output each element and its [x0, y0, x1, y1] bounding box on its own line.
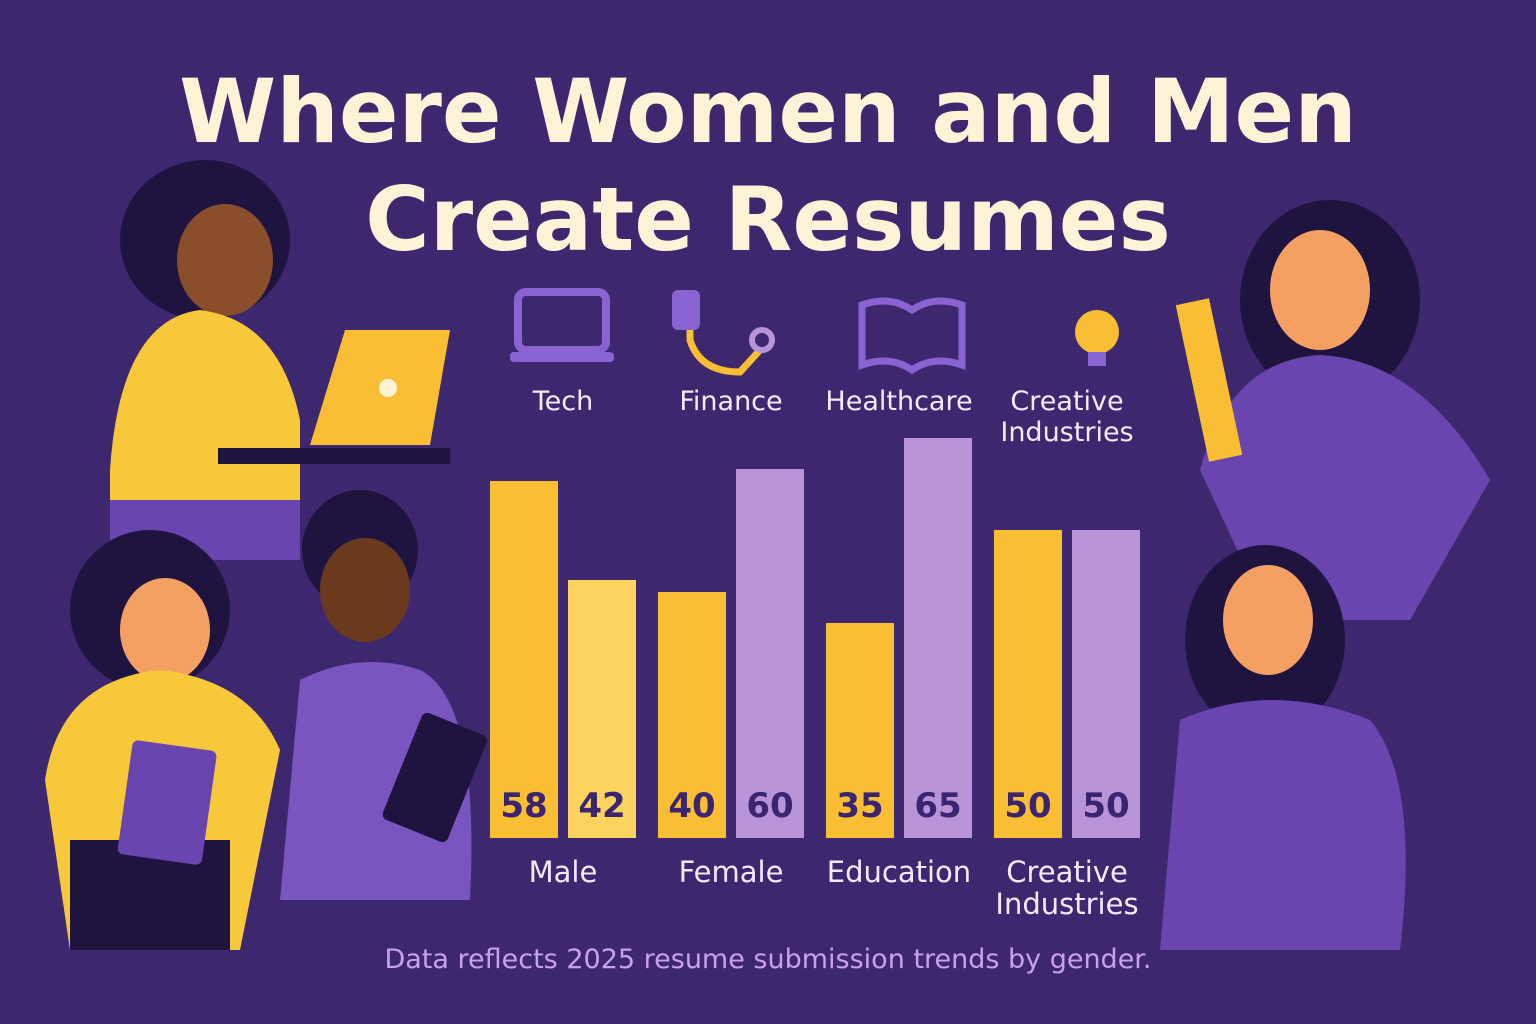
bar — [490, 481, 558, 838]
shirt — [110, 310, 300, 500]
bar — [994, 530, 1062, 838]
pants — [70, 840, 230, 950]
finance-icon-top — [672, 290, 700, 330]
value-label: 50 — [1004, 786, 1052, 826]
value-label: 40 — [668, 786, 716, 826]
value-label: 35 — [836, 786, 884, 826]
pencil — [1175, 298, 1243, 462]
face — [177, 204, 273, 316]
value-label: 65 — [914, 786, 962, 826]
desk — [218, 448, 450, 464]
x-tick-label: Creative Industries — [995, 855, 1139, 921]
icon-label: Finance — [679, 386, 783, 417]
caption: Data reflects 2025 resume submission tre… — [384, 944, 1152, 975]
bar — [568, 579, 636, 838]
tech-icon-base — [510, 352, 614, 362]
clipboard — [382, 712, 487, 843]
x-tick-label: Female — [678, 855, 784, 889]
finance-icon — [686, 300, 763, 376]
value-label: 58 — [500, 786, 548, 826]
shirt — [1160, 700, 1406, 950]
bar — [736, 468, 804, 838]
creative-icon — [1075, 310, 1119, 354]
laptop-logo — [379, 379, 397, 397]
tablet — [117, 740, 217, 865]
x-tick-label: Education — [826, 855, 972, 889]
creative-icon-base — [1088, 352, 1106, 366]
healthcare-icon — [858, 297, 966, 375]
face — [1223, 565, 1313, 675]
bar — [658, 591, 726, 838]
bar — [1072, 530, 1140, 838]
value-label: 60 — [746, 786, 794, 826]
value-label: 42 — [578, 786, 626, 826]
bar — [904, 438, 972, 838]
value-label: 50 — [1082, 786, 1130, 826]
tech-icon — [514, 288, 610, 354]
face — [320, 538, 410, 642]
icon-label: Tech — [532, 386, 594, 417]
bar — [826, 622, 894, 838]
face — [1270, 230, 1370, 350]
x-tick-label: Male — [528, 855, 598, 889]
icon-label: Healthcare — [825, 386, 973, 417]
face — [120, 578, 210, 682]
icon-label: Creative Industries — [1000, 386, 1134, 448]
chart-title: Where Women and Men Create Resumes — [179, 60, 1357, 271]
finance-icon-bell — [749, 327, 775, 353]
